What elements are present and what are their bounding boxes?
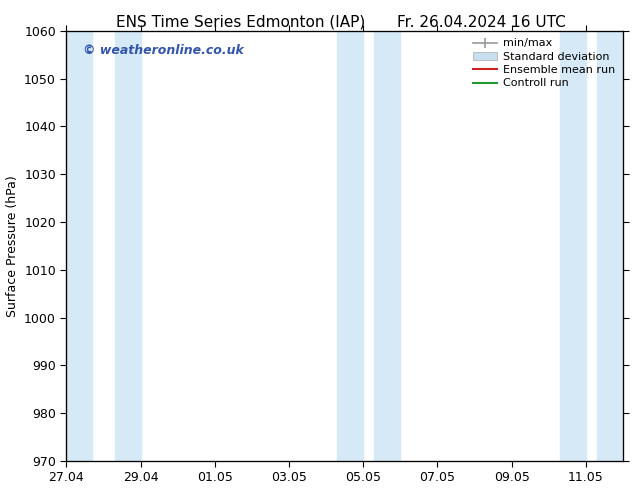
Bar — [597, 31, 623, 461]
Bar — [337, 31, 363, 461]
Text: ENS Time Series Edmonton (IAP): ENS Time Series Edmonton (IAP) — [116, 15, 366, 30]
Text: © weatheronline.co.uk: © weatheronline.co.uk — [83, 44, 244, 57]
Bar — [67, 31, 93, 461]
Bar — [115, 31, 141, 461]
Text: Fr. 26.04.2024 16 UTC: Fr. 26.04.2024 16 UTC — [398, 15, 566, 30]
Y-axis label: Surface Pressure (hPa): Surface Pressure (hPa) — [6, 175, 18, 317]
Legend: min/max, Standard deviation, Ensemble mean run, Controll run: min/max, Standard deviation, Ensemble me… — [469, 34, 619, 93]
Bar — [374, 31, 400, 461]
Bar — [560, 31, 586, 461]
